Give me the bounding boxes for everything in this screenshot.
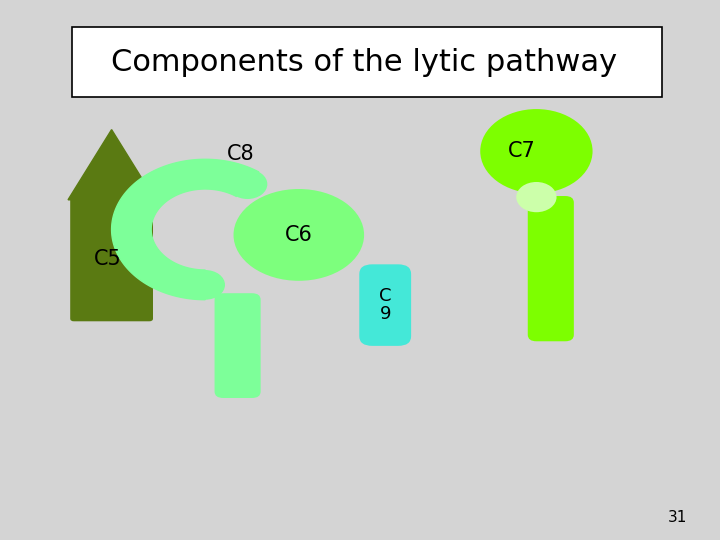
Circle shape	[480, 109, 593, 193]
Circle shape	[228, 170, 267, 199]
Text: 31: 31	[668, 510, 688, 525]
Text: C8: C8	[227, 144, 254, 164]
Text: C6: C6	[285, 225, 312, 245]
Ellipse shape	[233, 189, 364, 281]
Polygon shape	[112, 159, 259, 300]
Text: C5: C5	[94, 249, 122, 269]
Polygon shape	[68, 130, 156, 200]
Text: C
9: C 9	[379, 287, 392, 323]
Text: Components of the lytic pathway: Components of the lytic pathway	[111, 48, 616, 77]
Text: C7: C7	[508, 141, 536, 161]
FancyBboxPatch shape	[71, 197, 153, 321]
FancyBboxPatch shape	[359, 265, 411, 346]
Circle shape	[185, 270, 225, 300]
FancyBboxPatch shape	[72, 27, 662, 97]
Circle shape	[516, 182, 557, 212]
FancyBboxPatch shape	[215, 293, 261, 398]
FancyBboxPatch shape	[528, 196, 574, 341]
